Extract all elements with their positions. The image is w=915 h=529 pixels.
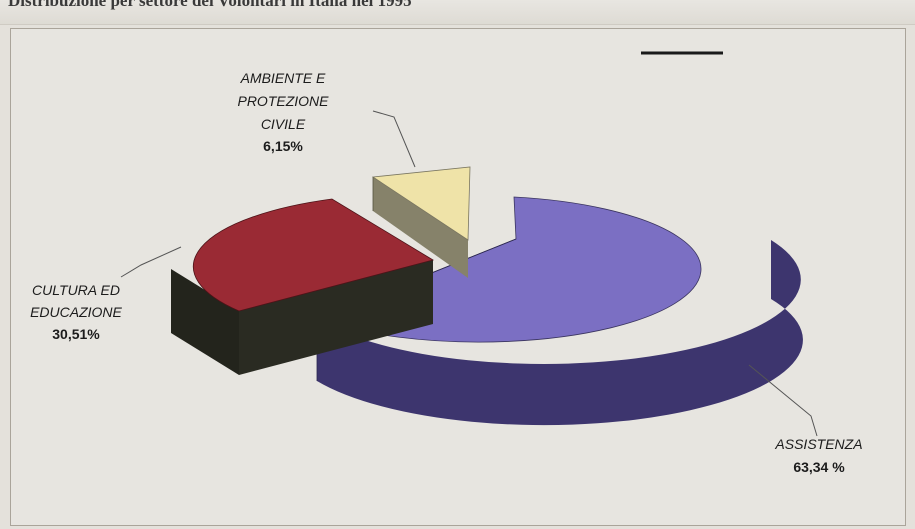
label-cultura-pct: 30,51% (52, 326, 100, 342)
slice-ambiente (371, 166, 471, 278)
label-ambiente-line2: PROTEZIONE (237, 93, 329, 109)
slice-cultura-side-inner (239, 260, 433, 375)
slice-cultura-top (192, 198, 435, 312)
chart-frame: AMBIENTE E PROTEZIONE CIVILE 6,15% CULTU… (10, 28, 906, 526)
slice-assistenza-side (317, 240, 803, 426)
leader-line-ambiente (372, 110, 416, 168)
label-ambiente-pct: 6,15% (263, 138, 303, 154)
chart-title: Distribuzione per settore dei Volontari … (8, 0, 412, 10)
chart-title-strip: Distribuzione per settore dei Volontari … (0, 0, 915, 25)
label-assistenza: ASSISTENZA 63,34 % (774, 436, 862, 475)
label-cultura-line2: EDUCAZIONE (30, 304, 122, 320)
slice-cultura-side (171, 269, 239, 375)
slice-ambiente-top (371, 166, 471, 241)
leader-line-assistenza (748, 364, 818, 437)
label-assistenza-name: ASSISTENZA (774, 436, 862, 452)
slice-ambiente-side (373, 177, 468, 278)
leader-line-cultura (120, 246, 182, 278)
label-assistenza-pct: 63,34 % (793, 459, 845, 475)
label-ambiente-line1: AMBIENTE E (240, 70, 326, 86)
label-cultura-line1: CULTURA ED (32, 282, 120, 298)
pie-chart: AMBIENTE E PROTEZIONE CIVILE 6,15% CULTU… (30, 51, 863, 475)
label-cultura: CULTURA ED EDUCAZIONE 30,51% (30, 282, 122, 342)
label-ambiente: AMBIENTE E PROTEZIONE CIVILE 6,15% (237, 70, 329, 154)
label-ambiente-line3: CIVILE (261, 116, 306, 132)
slice-cultura-educazione (171, 198, 435, 375)
